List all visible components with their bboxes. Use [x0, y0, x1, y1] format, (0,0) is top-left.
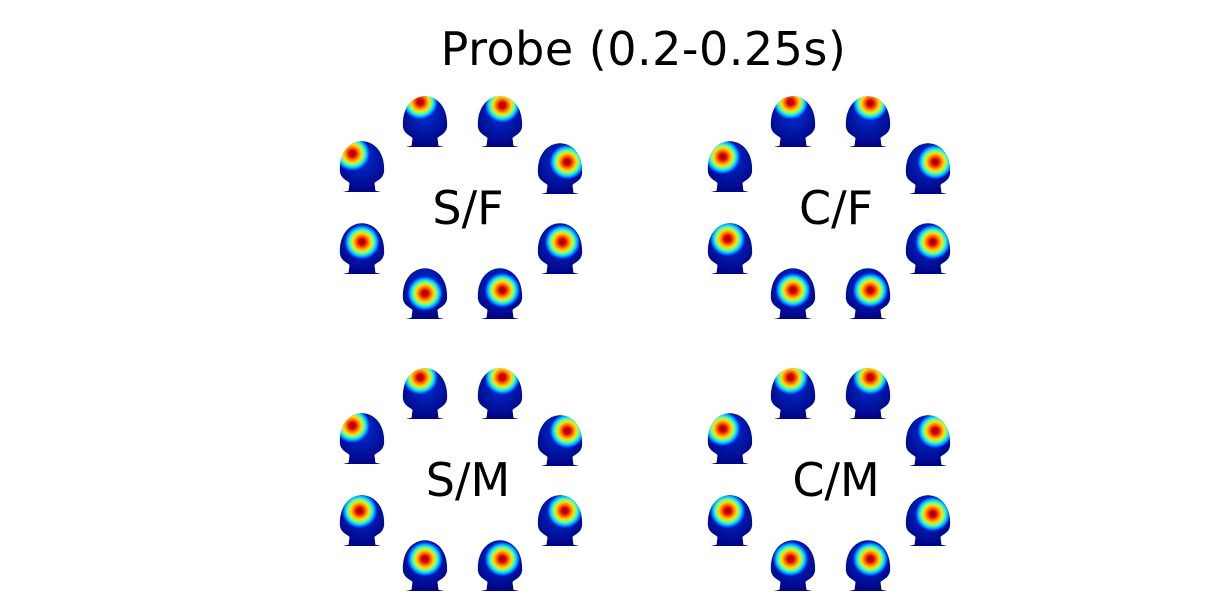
- head-topomap-left-front: [402, 96, 448, 147]
- head-topomap-right-back: [905, 495, 951, 546]
- head-topomap-left-back: [707, 223, 753, 274]
- condition-group-s-m: S/M: [339, 368, 583, 591]
- head-topomap-left: [339, 413, 385, 464]
- head-topomap-right-back: [537, 223, 583, 274]
- head-topomap-left-back: [707, 495, 753, 546]
- head-topomap-right-front: [477, 368, 523, 419]
- head-topomap-right: [905, 143, 951, 194]
- head-topomap-back-left: [770, 268, 816, 319]
- head-topomap-left: [707, 141, 753, 192]
- head-topomap-back-left: [770, 540, 816, 591]
- head-topomap-right: [537, 143, 583, 194]
- condition-label: C/M: [792, 453, 879, 507]
- head-topomap-back-right: [477, 540, 523, 591]
- head-topomap-right-front: [845, 96, 891, 147]
- head-topomap-right-front: [845, 368, 891, 419]
- head-topomap-left-back: [339, 223, 385, 274]
- condition-group-c-f: C/F: [707, 96, 951, 319]
- head-topomap-right-back: [905, 223, 951, 274]
- head-topomap-right-front: [477, 96, 523, 147]
- figure-title: Probe (0.2-0.25s): [440, 22, 847, 76]
- head-topomap-back-right: [477, 268, 523, 319]
- head-topomap-left: [339, 141, 385, 192]
- head-topomap-left: [707, 413, 753, 464]
- head-topomap-back-right: [845, 540, 891, 591]
- head-topomap-left-front: [770, 96, 816, 147]
- condition-label: S/F: [432, 181, 503, 235]
- head-topomap-left-back: [339, 495, 385, 546]
- head-topomap-back-left: [402, 540, 448, 591]
- condition-group-s-f: S/F: [339, 96, 583, 319]
- head-topomap-left-front: [402, 368, 448, 419]
- condition-label: S/M: [426, 453, 510, 507]
- head-topomap-right-back: [537, 495, 583, 546]
- head-topomap-back-left: [402, 268, 448, 319]
- head-topomap-right: [537, 415, 583, 466]
- head-topomap-right: [905, 415, 951, 466]
- head-topomap-left-front: [770, 368, 816, 419]
- head-topomap-back-right: [845, 268, 891, 319]
- condition-group-c-m: C/M: [707, 368, 951, 591]
- condition-label: C/F: [799, 181, 873, 235]
